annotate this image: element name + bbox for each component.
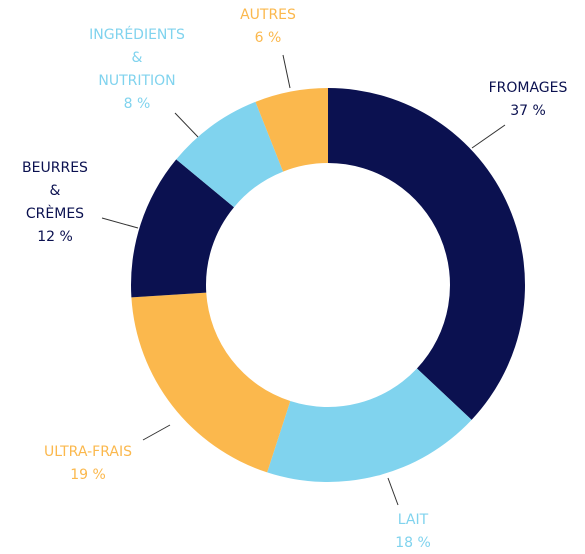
leader-line [282,54,291,89]
leader-line [471,124,506,149]
category-label: INGRÉDIENTS & NUTRITION [89,26,185,89]
leader-line [142,424,171,441]
category-label: FROMAGES [489,80,568,96]
value-label: 19 % [70,467,106,483]
value-label: 12 % [37,229,73,245]
value-label: 6 % [255,30,282,46]
donut-segment [131,292,291,473]
donut-segment [130,159,234,298]
donut-segment [176,101,284,208]
value-label: 37 % [510,103,546,119]
donut-segment [255,88,328,172]
donut-segment [267,368,472,482]
category-label: LAIT [398,512,429,528]
leader-line [174,112,199,138]
category-label: AUTRES [240,7,296,23]
value-label: 18 % [395,535,431,551]
category-label: BEURRES & CRÈMES [22,160,88,222]
leader-line [101,217,139,229]
leader-line [387,477,399,506]
donut-segment [328,88,525,420]
category-label: ULTRA-FRAIS [44,444,132,460]
value-label: 8 % [124,96,151,112]
